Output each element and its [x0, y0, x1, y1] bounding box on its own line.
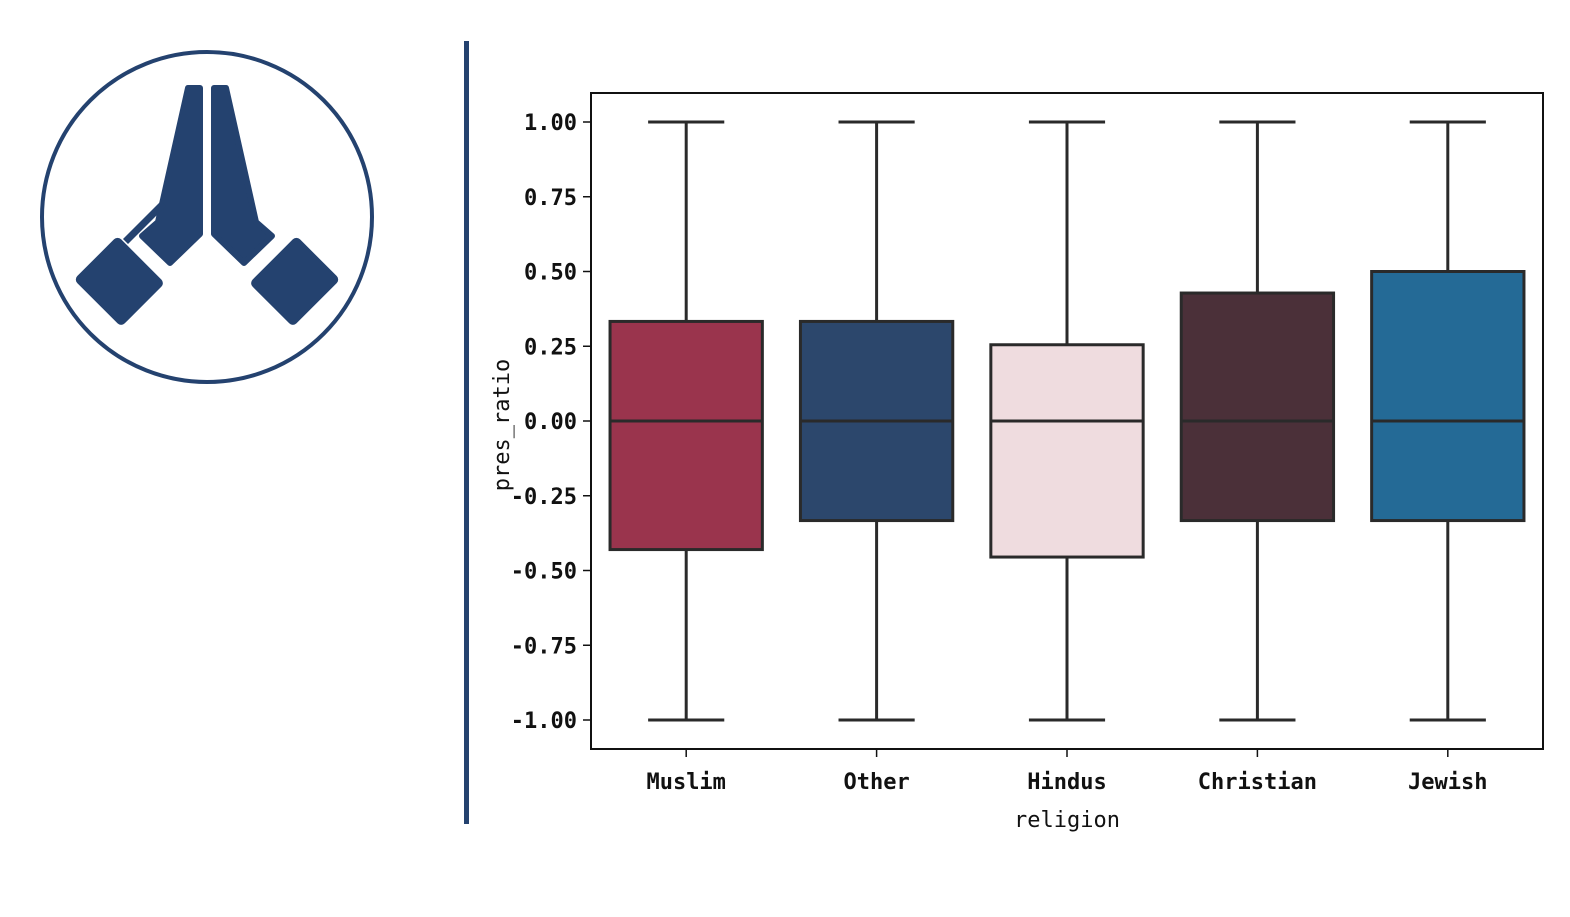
- y-tick-label: -0.25: [511, 485, 577, 510]
- iqr-box: [1179, 291, 1336, 523]
- y-tick-label: 0.50: [524, 261, 577, 286]
- box-hindus: [989, 120, 1145, 722]
- iqr-box: [989, 343, 1145, 559]
- y-axis-label: pres_ratio: [490, 359, 515, 491]
- y-tick-label: 1.00: [524, 111, 577, 136]
- box-christian: [1179, 120, 1336, 722]
- boxes-layer: [608, 120, 1526, 722]
- x-tick-label: Christian: [1198, 770, 1317, 795]
- x-axis-label: religion: [1014, 808, 1120, 833]
- y-axis: 1.00 0.75 0.50 0.25 0.00 -0.25 -0.50 -0.75 -1.00: [511, 111, 591, 734]
- logo: [38, 48, 376, 386]
- y-tick-label: -0.75: [511, 634, 577, 659]
- box-other: [798, 120, 955, 722]
- y-tick-label: 0.00: [524, 410, 577, 435]
- x-tick-label: Muslim: [646, 770, 725, 795]
- praying-hands-icon: [40, 50, 374, 384]
- y-tick-label: 0.75: [524, 186, 577, 211]
- x-tick-label: Hindus: [1027, 770, 1106, 795]
- box-jewish: [1370, 120, 1526, 722]
- x-tick-label: Other: [843, 770, 909, 795]
- x-tick-label: Jewish: [1408, 770, 1487, 795]
- y-tick-label: -1.00: [511, 709, 577, 734]
- vertical-divider: [464, 41, 469, 824]
- iqr-box: [608, 319, 764, 552]
- y-tick-label: -0.50: [511, 560, 577, 585]
- iqr-box: [1370, 270, 1526, 523]
- y-tick-label: 0.25: [524, 335, 577, 360]
- box-muslim: [608, 120, 764, 722]
- x-axis: Muslim Other Hindus Christian Jewish: [646, 749, 1488, 795]
